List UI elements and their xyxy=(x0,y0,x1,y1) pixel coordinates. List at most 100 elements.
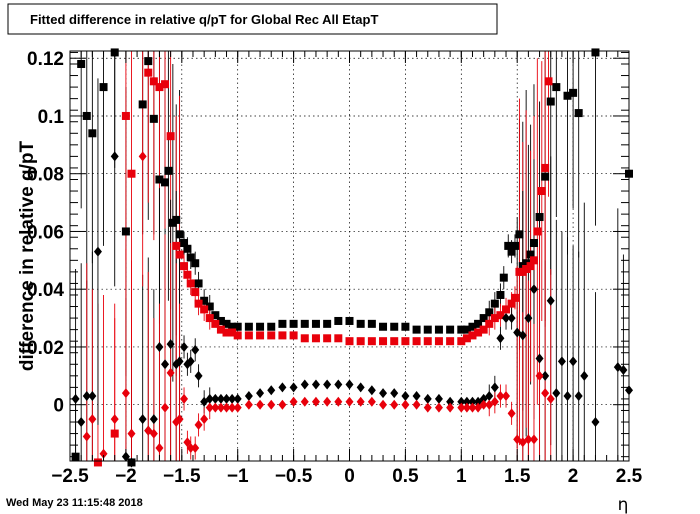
data-point-square xyxy=(278,331,287,340)
data-point-square xyxy=(462,334,471,343)
data-point-square xyxy=(233,322,242,331)
data-point-diamond xyxy=(233,402,242,413)
data-point-square xyxy=(222,328,231,337)
data-point-square xyxy=(462,325,471,334)
data-point-square xyxy=(121,227,130,236)
data-point-diamond xyxy=(211,402,220,413)
data-point-square xyxy=(345,337,354,346)
data-point-square xyxy=(149,114,158,123)
data-point-diamond xyxy=(457,402,466,413)
data-point-diamond xyxy=(93,246,102,257)
data-point-square xyxy=(228,328,237,337)
data-point-square xyxy=(144,68,153,77)
data-point-diamond xyxy=(446,396,455,407)
data-point-diamond xyxy=(175,414,184,425)
data-point-square xyxy=(194,279,203,288)
data-point-diamond xyxy=(529,434,538,445)
data-point-diamond xyxy=(529,284,538,295)
data-point-diamond xyxy=(180,393,189,404)
data-point-diamond xyxy=(200,414,209,425)
data-point-diamond xyxy=(186,356,195,367)
data-point-square xyxy=(244,331,253,340)
data-point-square xyxy=(423,325,432,334)
data-point-square xyxy=(356,319,365,328)
data-point-diamond xyxy=(591,417,600,428)
data-point-square xyxy=(127,169,136,178)
data-point-diamond xyxy=(345,379,354,390)
data-point-diamond xyxy=(110,414,119,425)
data-point-square xyxy=(401,337,410,346)
data-point-diamond xyxy=(468,402,477,413)
data-point-square xyxy=(401,322,410,331)
data-point-diamond xyxy=(300,379,309,390)
data-point-diamond xyxy=(194,419,203,430)
data-point-square xyxy=(183,244,192,253)
y-tick-label: 0.12 xyxy=(27,49,64,70)
data-point-square xyxy=(323,319,332,328)
data-point-diamond xyxy=(518,330,527,341)
data-point-diamond xyxy=(401,391,410,402)
data-point-square xyxy=(166,132,175,141)
data-point-square xyxy=(529,256,538,265)
data-point-square xyxy=(222,319,231,328)
data-point-diamond xyxy=(256,388,265,399)
data-point-diamond xyxy=(205,402,214,413)
data-point-square xyxy=(552,83,561,92)
data-point-square xyxy=(390,337,399,346)
data-point-diamond xyxy=(88,414,97,425)
data-point-diamond xyxy=(289,382,298,393)
data-point-diamond xyxy=(496,391,505,402)
data-point-diamond xyxy=(191,443,200,454)
data-point-diamond xyxy=(161,402,170,413)
data-point-diamond xyxy=(574,391,583,402)
data-point-diamond xyxy=(457,396,466,407)
data-point-square xyxy=(541,172,550,181)
data-point-diamond xyxy=(412,399,421,410)
axis-ticks: −2.5 −2 −1.5 −1 −0.5 0 0.5 1 1.5 2 2.5 0 0.02 0.04 0.0… xyxy=(27,49,643,487)
data-point-diamond xyxy=(127,457,136,468)
data-point-square xyxy=(474,328,483,337)
x-tick-label: −1 xyxy=(227,466,249,487)
data-point-square xyxy=(526,250,535,259)
data-point-diamond xyxy=(434,402,443,413)
data-point-square xyxy=(233,331,242,340)
data-point-square xyxy=(191,288,200,297)
data-point-square xyxy=(345,316,354,325)
data-point-square xyxy=(121,111,130,120)
data-point-diamond xyxy=(546,295,555,306)
data-point-square xyxy=(183,270,192,279)
data-point-diamond xyxy=(311,396,320,407)
data-point-square xyxy=(323,334,332,343)
data-point-diamond xyxy=(356,382,365,393)
data-point-square xyxy=(172,215,181,224)
data-point-square xyxy=(446,325,455,334)
data-point-square xyxy=(172,241,181,250)
data-point-diamond xyxy=(216,402,225,413)
x-tick-label: 2 xyxy=(568,466,579,487)
footer-timestamp: Wed May 23 11:15:48 2018 xyxy=(6,497,143,509)
data-point-square xyxy=(510,241,519,250)
data-point-diamond xyxy=(524,434,533,445)
data-point-diamond xyxy=(496,333,505,344)
data-point-square xyxy=(186,279,195,288)
data-point-square xyxy=(569,88,578,97)
data-point-square xyxy=(205,302,214,311)
data-point-square xyxy=(155,175,164,184)
data-point-square xyxy=(522,264,531,273)
data-point-square xyxy=(200,305,209,314)
data-point-square xyxy=(211,319,220,328)
data-point-diamond xyxy=(138,414,147,425)
data-point-diamond xyxy=(194,370,203,381)
data-point-square xyxy=(507,247,516,256)
data-point-diamond xyxy=(535,353,544,364)
data-point-diamond xyxy=(127,428,136,439)
data-point-square xyxy=(180,262,189,271)
data-point-square xyxy=(289,319,298,328)
data-point-diamond xyxy=(278,382,287,393)
y-tick-label: 0.06 xyxy=(27,222,64,243)
data-point-square xyxy=(434,337,443,346)
data-point-diamond xyxy=(166,367,175,378)
data-point-square xyxy=(205,314,214,323)
data-point-diamond xyxy=(535,370,544,381)
data-point-diamond xyxy=(278,399,287,410)
